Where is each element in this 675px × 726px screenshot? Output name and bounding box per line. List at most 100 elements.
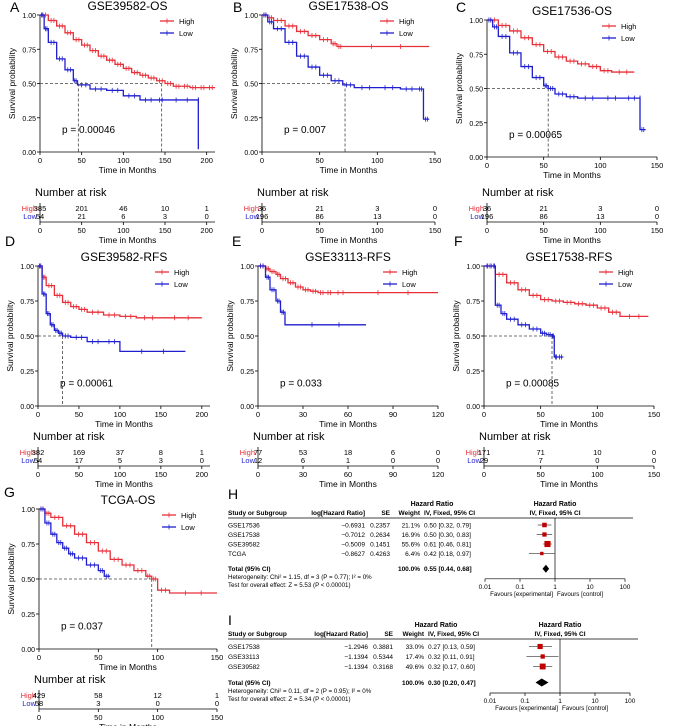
forest-log: −1.1394	[344, 654, 368, 661]
forest-log: −0.5009	[341, 542, 365, 549]
risk-count-high: 201	[75, 204, 88, 213]
risk-count-low: 0	[655, 212, 659, 221]
forest-ci: 0.50 [0.32, 0.79]	[424, 523, 471, 530]
risk-count-low: 5	[118, 456, 122, 465]
risk-count-low: 3	[96, 699, 100, 708]
risk-count-high: 58	[94, 691, 102, 700]
y-tick-label: 0.50	[20, 334, 34, 341]
x-axis-label: Time in Months	[540, 419, 598, 429]
forest-hdr-study: Study or Subgroup	[228, 631, 287, 638]
risk-count-high: 46	[119, 204, 127, 213]
x-tick-label: 50	[77, 156, 85, 165]
y-axis-label: Survival probability	[6, 543, 16, 615]
y-tick-label: 1.00	[21, 507, 35, 514]
x-tick-label: 50	[536, 410, 544, 419]
km-curve-low	[262, 14, 430, 120]
forest-panel-H: H Hazard Ratio Hazard Ratio Study or Subgro…	[228, 486, 633, 598]
km-curve-high	[39, 508, 217, 594]
panel-letter: E	[232, 233, 241, 249]
risk-count-low: 29	[480, 456, 488, 465]
forest-x-tick-label: 0.01	[479, 584, 492, 591]
risk-x-tick-label: 150	[159, 226, 172, 235]
risk-count-high: 18	[344, 448, 352, 457]
risk-count-high: 10	[593, 448, 601, 457]
x-axis-label: Time in Months	[95, 419, 153, 429]
risk-x-axis-label: Time in Months	[99, 722, 157, 726]
km-curve-low	[487, 19, 646, 131]
forest-se: 0.2357	[370, 523, 390, 530]
x-tick-label: 100	[594, 161, 607, 170]
p-value: p = 0.007	[284, 125, 326, 136]
forest-weight: 17.4%	[406, 654, 425, 661]
y-tick-label: 1.00	[20, 264, 34, 271]
forest-hdr-ci2: IV, Fixed, 95% CI	[534, 631, 585, 638]
y-tick-label: 1.00	[22, 13, 36, 20]
risk-count-high: 1	[200, 448, 204, 457]
x-tick-label: 50	[539, 161, 547, 170]
x-tick-label: 150	[211, 653, 224, 662]
risk-count-high: 0	[652, 448, 656, 457]
y-tick-label: 0.00	[469, 155, 483, 162]
km-panel-C: C GSE17536-OS 0.00 0.25 0.50 0.75 1.00 0 50 100 15…	[454, 0, 663, 245]
risk-x-tick-label: 150	[651, 226, 664, 235]
panel-letter: G	[4, 484, 15, 500]
forest-box	[542, 522, 547, 528]
p-value: p = 0.037	[61, 621, 103, 632]
forest-hdr-log: log[Hazard Ratio]	[311, 510, 365, 517]
forest-se: 0.3881	[373, 644, 393, 651]
legend-label-low: Low	[399, 29, 413, 38]
legend-label-low: Low	[402, 280, 416, 289]
forest-diamond	[535, 678, 549, 687]
x-tick-label: 0	[37, 653, 41, 662]
y-tick-label: 0.75	[20, 299, 34, 306]
x-tick-label: 0	[485, 161, 489, 170]
forest-total-ci: 0.30 [0.20, 0.47]	[428, 680, 476, 687]
risk-x-tick-label: 100	[594, 226, 607, 235]
y-tick-label: 1.00	[466, 264, 480, 271]
risk-count-low: 0	[433, 212, 437, 221]
forest-overall-effect: Test for overall effect: Z = 5.34 (P < 0…	[228, 696, 351, 703]
forest-study: GSE33113	[228, 654, 260, 661]
x-tick-label: 100	[151, 653, 164, 662]
y-tick-label: 0.75	[466, 299, 480, 306]
y-tick-label: 0.00	[244, 150, 258, 157]
x-tick-label: 0	[260, 156, 264, 165]
risk-x-axis-label: Time in Months	[543, 235, 601, 245]
x-tick-label: 100	[371, 156, 384, 165]
y-axis-label: Survival probability	[451, 300, 461, 372]
p-value: p = 0.00046	[62, 125, 116, 136]
y-tick-label: 0.25	[21, 612, 35, 619]
km-curve-low	[484, 265, 564, 358]
forest-overall-effect: Test for overall effect: Z = 5.53 (P < 0…	[228, 582, 351, 589]
chart-title: GSE39582-RFS	[81, 250, 168, 264]
risk-x-tick-label: 100	[591, 470, 604, 479]
risk-row-label-high: High	[240, 448, 255, 457]
x-tick-label: 50	[315, 156, 323, 165]
forest-x-tick-label: 10	[586, 584, 594, 591]
forest-box	[540, 551, 544, 556]
forest-x-tick-label: 0.1	[520, 698, 529, 705]
x-tick-label: 50	[94, 653, 102, 662]
panel-letter: I	[228, 612, 232, 628]
forest-se: 0.3168	[373, 664, 393, 671]
risk-row-label-high: High	[244, 204, 259, 213]
risk-count-high: 0	[655, 204, 659, 213]
risk-x-tick-label: 200	[200, 226, 213, 235]
risk-count-high: 171	[478, 448, 491, 457]
x-axis-label: Time in Months	[543, 170, 601, 180]
risk-count-high: 3	[598, 204, 602, 213]
risk-count-high: 169	[73, 448, 86, 457]
risk-count-low: 196	[481, 212, 494, 221]
chart-title: GSE17536-OS	[532, 4, 612, 18]
legend-label-low: Low	[618, 280, 632, 289]
y-axis-label: Survival probability	[7, 47, 17, 119]
forest-box	[537, 643, 543, 650]
forest-favours-right: Favours [control]	[557, 591, 603, 598]
y-tick-label: 0.00	[21, 647, 35, 654]
y-tick-label: 0.75	[240, 299, 254, 306]
p-value: p = 0.00085	[506, 378, 560, 389]
risk-row-label-high: High	[466, 448, 481, 457]
risk-x-tick-label: 0	[38, 226, 42, 235]
forest-study: TCGA	[228, 551, 247, 558]
